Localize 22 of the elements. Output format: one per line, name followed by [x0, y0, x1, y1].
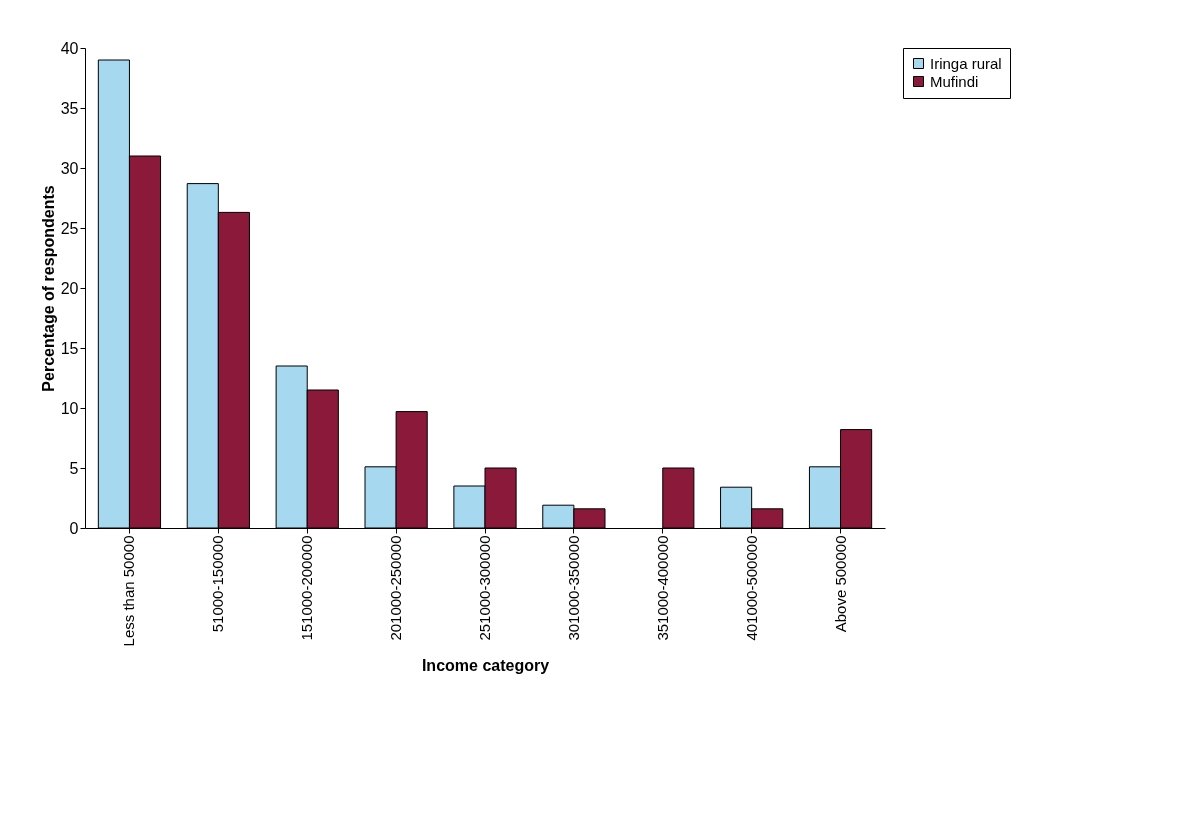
y-tick-label: 10: [60, 399, 79, 417]
y-tick-label: 30: [60, 159, 79, 177]
y-tick-label: 40: [60, 39, 79, 57]
x-tick-label: 351000-400000: [653, 535, 671, 641]
y-tick-label: 25: [60, 219, 79, 237]
y-axis-title: Percentage of respondents: [39, 185, 57, 392]
y-tick-label: 35: [60, 99, 79, 117]
y-tick-label: 20: [60, 279, 79, 297]
x-tick-label: Less than 50000: [120, 535, 138, 647]
legend-label: Mufindi: [930, 72, 979, 90]
x-tick-label: 151000-200000: [298, 535, 316, 641]
x-tick-label: 251000-300000: [476, 535, 493, 641]
x-tick-label: 201000-250000: [387, 535, 405, 641]
y-tick-label: 0: [69, 519, 79, 537]
y-tick-label: 5: [69, 459, 79, 477]
x-axis-title: Income category: [421, 657, 550, 675]
x-tick-label: 301000-350000: [564, 535, 582, 641]
x-tick-label: 51000-150000: [209, 535, 227, 633]
y-tick-label: 15: [60, 339, 79, 357]
x-tick-label: Above 500000: [831, 535, 849, 633]
legend-label: Iringa rural: [930, 54, 1002, 72]
x-tick-label: 401000-500000: [742, 535, 760, 641]
